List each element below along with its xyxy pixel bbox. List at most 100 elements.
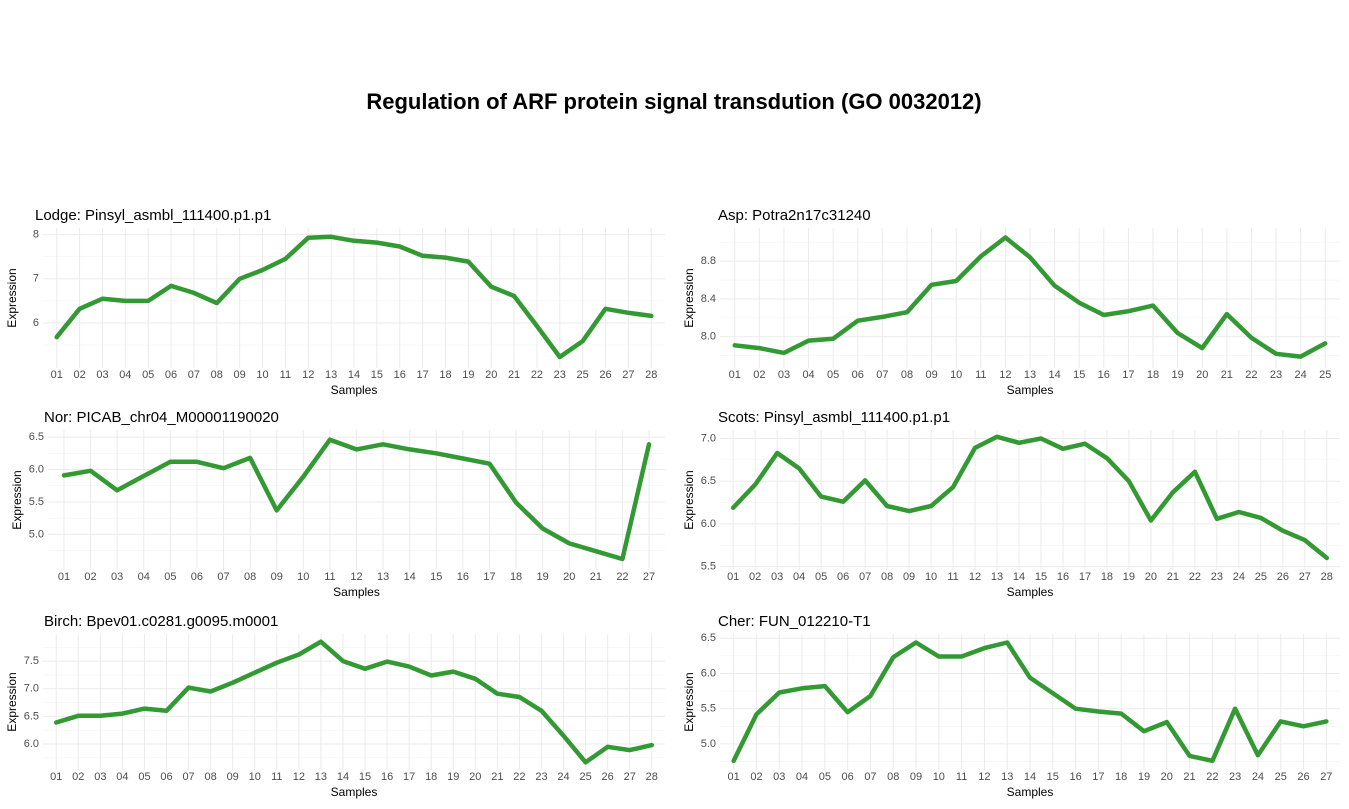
x-tick-label: 07 [864,771,876,783]
x-tick-label: 27 [643,571,655,583]
panel-title: Lodge: Pinsyl_asmbl_111400.p1.p1 [35,207,271,224]
y-tick-label: 8.0 [701,331,716,343]
x-tick-label: 05 [142,369,154,381]
panel-title: Asp: Potra2n17c31240 [718,207,871,224]
y-tick-label: 8.8 [701,255,716,267]
x-tick-label: 19 [447,771,459,783]
x-tick-label: 15 [430,571,442,583]
x-tick-label: 12 [350,571,362,583]
x-tick-label: 26 [602,771,614,783]
x-tick-label: 26 [599,369,611,381]
x-tick-label: 01 [50,771,62,783]
x-tick-label: 12 [999,369,1011,381]
panel: 6 7 8 01 02 03 04 05 06 07 08 09 10 11 12 13 14 15 16 17 18 1… [5,207,665,397]
x-tick-label: 02 [749,571,761,583]
x-tick-label: 27 [624,771,636,783]
x-tick-label: 25 [1319,369,1331,381]
x-axis-title: Samples [331,383,378,397]
x-axis-title: Samples [1007,785,1054,799]
x-tick-label: 14 [1024,771,1036,783]
figure-title: Regulation of ARF protein signal transdu… [366,89,981,114]
x-tick-label: 16 [1057,571,1069,583]
x-tick-label: 10 [933,771,945,783]
x-tick-label: 17 [403,771,415,783]
x-tick-label: 19 [1171,369,1183,381]
x-tick-label: 24 [557,771,569,783]
x-tick-label: 11 [947,571,958,583]
x-tick-label: 08 [901,369,913,381]
x-tick-label: 18 [510,571,522,583]
x-tick-label: 04 [138,571,150,583]
x-tick-label: 21 [491,771,503,783]
x-tick-label: 11 [975,369,986,381]
data-line [730,434,1330,561]
x-tick-label: 08 [887,771,899,783]
x-tick-label: 17 [1092,771,1104,783]
x-tick-label: 02 [753,369,765,381]
x-tick-label: 18 [439,369,451,381]
x-tick-label: 06 [852,369,864,381]
x-tick-label: 22 [616,571,628,583]
x-tick-label: 18 [1115,771,1127,783]
y-axis-title: Expression [5,268,19,327]
y-tick-label: 5.0 [701,738,716,750]
data-line [731,640,1329,764]
x-tick-label: 04 [119,369,131,381]
panel: 6.0 6.5 7.0 7.5 01 02 03 04 05 06 07 08 09 10 11 12 13 14… [5,613,665,799]
x-tick-label: 12 [969,571,981,583]
x-tick-label: 07 [217,571,229,583]
x-tick-label: 26 [1297,771,1309,783]
y-tick-label: 7.0 [24,683,39,695]
x-tick-label: 22 [531,369,543,381]
x-tick-label: 21 [1183,771,1195,783]
x-tick-label: 01 [51,369,63,381]
x-tick-label: 24 [1295,369,1307,381]
y-axis-title: Expression [5,672,19,731]
x-axis-title: Samples [1007,383,1054,397]
x-tick-label: 10 [256,369,268,381]
x-tick-label: 11 [324,571,335,583]
x-tick-label: 12 [302,369,314,381]
x-tick-label: 14 [348,369,360,381]
x-tick-label: 12 [978,771,990,783]
x-tick-label: 13 [991,571,1003,583]
y-tick-label: 6.0 [701,518,716,530]
y-tick-label: 5.0 [29,528,44,540]
panel-title: Nor: PICAB_chr04_M00001190020 [44,409,279,426]
x-tick-label: 10 [925,571,937,583]
x-tick-label: 02 [84,571,96,583]
x-tick-label: 02 [72,771,84,783]
x-tick-label: 08 [205,771,217,783]
x-tick-label: 20 [1196,369,1208,381]
x-tick-label: 17 [1079,571,1091,583]
y-tick-label: 6.0 [29,463,44,475]
x-tick-label: 13 [1024,369,1036,381]
y-axis-title: Expression [10,470,24,529]
x-tick-label: 09 [271,571,283,583]
x-tick-label: 04 [116,771,128,783]
x-tick-label: 15 [1047,771,1059,783]
x-tick-label: 28 [645,369,657,381]
x-tick-label: 13 [315,771,327,783]
x-tick-label: 24 [1252,771,1264,783]
x-tick-label: 28 [646,771,658,783]
x-tick-label: 05 [164,571,176,583]
x-tick-label: 09 [227,771,239,783]
x-tick-label: 09 [234,369,246,381]
y-tick-label: 6.5 [24,710,39,722]
y-tick-label: 6.0 [701,667,716,679]
x-tick-label: 04 [796,771,808,783]
x-tick-label: 11 [956,771,967,783]
x-tick-label: 03 [771,571,783,583]
x-tick-label: 22 [513,771,525,783]
x-tick-label: 25 [577,369,589,381]
x-tick-label: 16 [381,771,393,783]
x-tick-label: 14 [1048,369,1060,381]
y-tick-label: 7.0 [701,432,716,444]
x-tick-label: 04 [793,571,805,583]
x-tick-label: 01 [727,571,739,583]
x-tick-label: 22 [1206,771,1218,783]
y-tick-label: 7.5 [24,655,39,667]
x-tick-label: 08 [244,571,256,583]
x-tick-label: 11 [271,771,282,783]
